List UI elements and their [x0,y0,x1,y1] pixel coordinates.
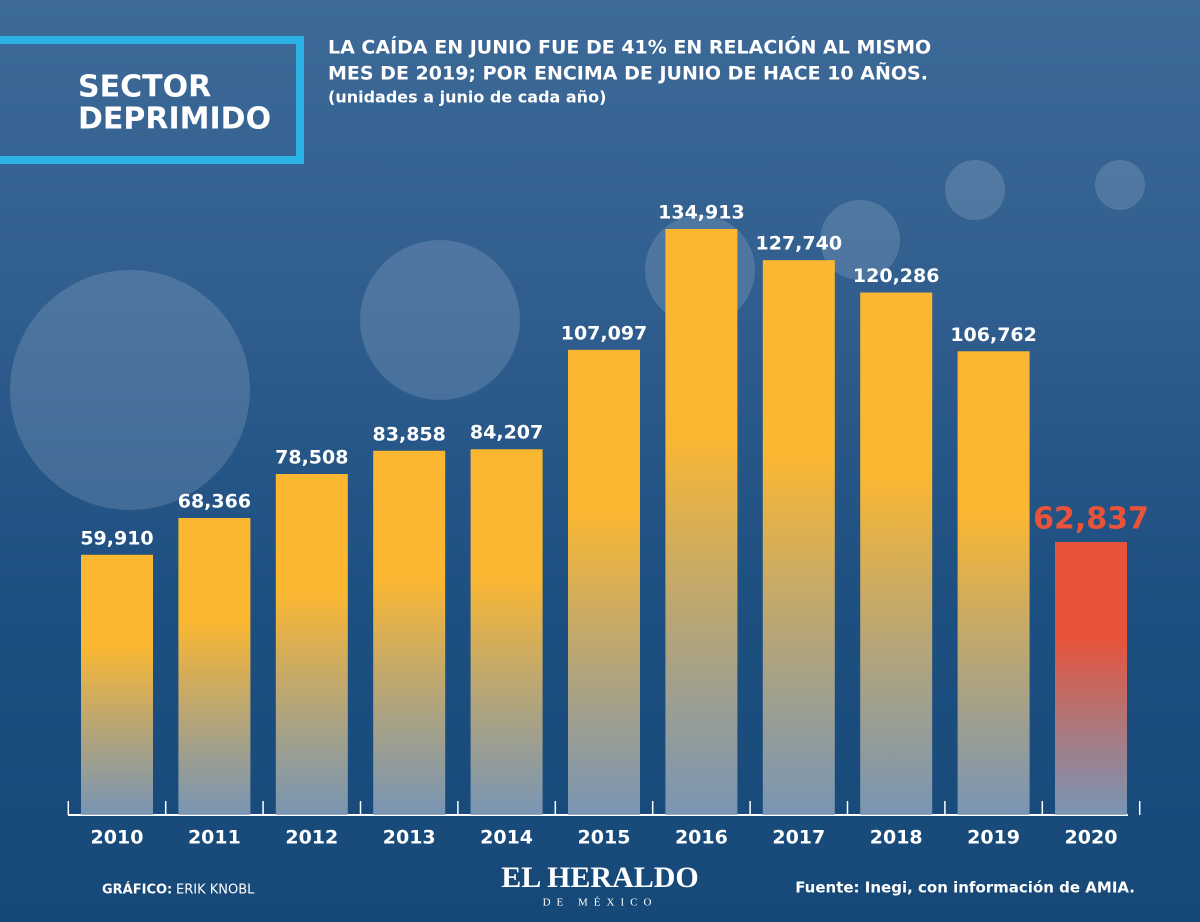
value-label: 107,097 [561,322,648,344]
logo-sub: DE MÉXICO [543,897,658,909]
badge-line: SECTOR [78,70,211,105]
x-tick-label: 2015 [578,827,631,849]
value-label: 120,286 [853,265,940,287]
value-label: 68,366 [178,491,251,513]
x-tick-label: 2010 [91,827,144,849]
x-tick-label: 2016 [675,827,728,849]
value-label: 83,858 [373,423,446,445]
value-label: 78,508 [275,446,348,468]
bar [665,229,738,815]
value-label: 59,910 [80,527,153,549]
value-label: 106,762 [950,324,1037,346]
x-tick-label: 2018 [870,827,923,849]
logo: EL HERALDO [501,861,699,894]
bar [470,449,543,815]
x-tick-label: 2019 [967,827,1020,849]
bar [81,554,153,815]
car-silhouettes [10,160,1145,510]
x-tick-label: 2014 [480,827,533,849]
bar [373,450,446,815]
badge-frame [0,36,304,164]
x-tick-label: 2017 [772,827,825,849]
x-tick-label: 2013 [383,827,436,849]
bar [178,518,251,815]
value-label: 134,913 [658,202,745,224]
chart-subtitle: (unidades a junio de cada año) [328,88,606,107]
source: Fuente: Inegi, con información de AMIA. [795,879,1135,897]
x-tick-label: 2012 [285,827,338,849]
x-tick-label: 2020 [1065,827,1118,849]
chart-title: MES DE 2019; POR ENCIMA DE JUNIO DE HACE… [328,61,928,85]
bar [275,473,348,815]
bar [568,349,640,815]
bar [860,292,933,815]
badge-line: DEPRIMIDO [78,102,271,137]
credit-label: GRÁFICO: [102,882,172,898]
credit-name: ERIK KNOBL [176,883,255,898]
value-label: 84,207 [470,422,543,444]
bar [957,351,1030,815]
value-label: 127,740 [756,233,843,255]
x-tick-label: 2011 [188,827,241,849]
chart-title: LA CAÍDA EN JUNIO FUE DE 41% EN RELACIÓN… [328,35,931,59]
bar [1055,542,1127,815]
bar [762,260,835,815]
value-label: 62,837 [1033,502,1149,537]
